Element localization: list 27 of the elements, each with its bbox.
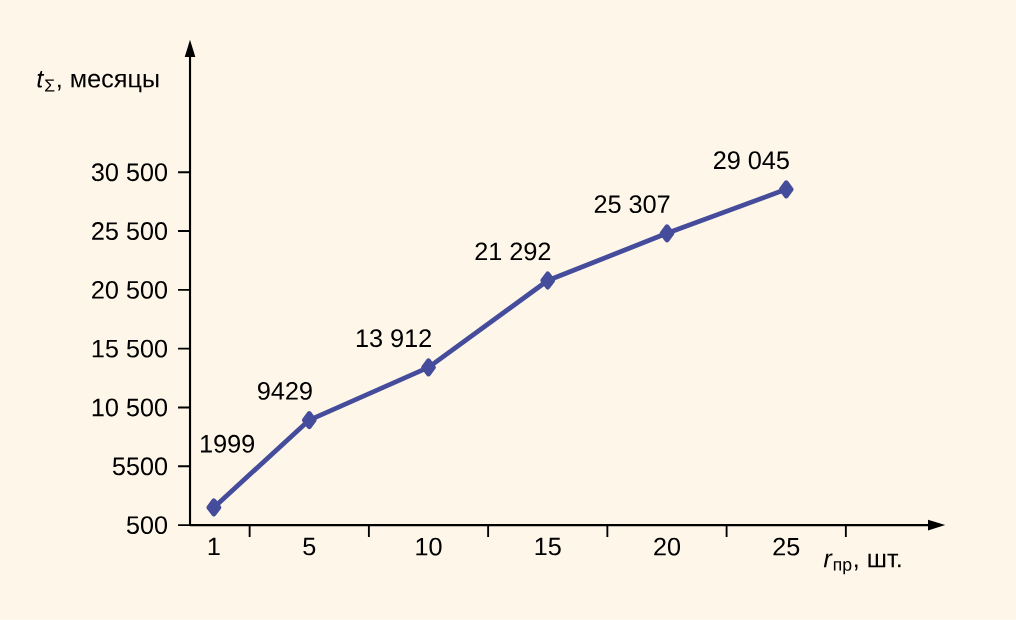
data-label: 13 912 — [356, 329, 431, 348]
x-axis-title: r$_{пр}$, шт. — [823, 553, 901, 575]
data-label: 25 307 — [594, 195, 670, 214]
point — [206, 498, 222, 517]
data-label: 21 292 — [475, 242, 551, 261]
y-tick-label: 30 500 — [91, 163, 168, 182]
y-tick-label: 20 500 — [92, 281, 168, 299]
x-tick-label: 10 — [416, 537, 442, 556]
x-tick-label: 5 — [303, 537, 316, 556]
x-tick-label: 25 — [773, 537, 800, 556]
y-tick-label: 5500 — [112, 457, 168, 476]
data-label: 1999 — [200, 434, 255, 453]
data-label: 9429 — [258, 382, 312, 400]
x-tick-label: 20 — [654, 537, 681, 556]
point — [659, 224, 675, 243]
y-tick-label: 15 500 — [92, 339, 168, 358]
point — [421, 358, 436, 377]
y-tick-label: 25 500 — [92, 222, 168, 241]
point — [301, 411, 317, 430]
point — [778, 180, 794, 199]
x-tick-label: 15 — [535, 537, 561, 556]
data-label: 29 045 — [714, 151, 789, 170]
y-axis-title: t$_{Σ}$, месяцы — [37, 71, 159, 93]
x-tick-label: 1 — [208, 537, 220, 556]
y-tick-label: 500 — [126, 516, 168, 535]
point — [540, 271, 556, 290]
y-tick-label: 10 500 — [92, 398, 168, 417]
